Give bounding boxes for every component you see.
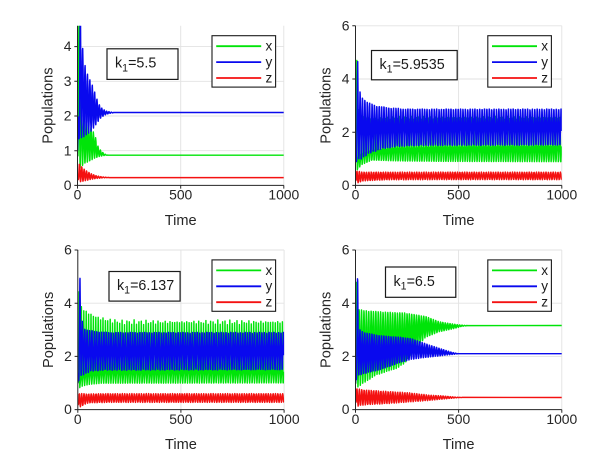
svg-text:k1=6.5: k1=6.5 [394, 274, 435, 293]
svg-text:0: 0 [352, 187, 360, 203]
svg-text:1000: 1000 [546, 187, 577, 203]
svg-text:y: y [266, 279, 273, 294]
svg-text:1000: 1000 [269, 411, 300, 427]
svg-text:x: x [266, 39, 273, 54]
svg-text:1000: 1000 [268, 187, 299, 203]
svg-text:Time: Time [165, 437, 197, 453]
svg-text:2: 2 [342, 124, 350, 140]
svg-text:0: 0 [74, 187, 82, 203]
svg-text:4: 4 [342, 295, 350, 311]
svg-text:4: 4 [342, 71, 350, 87]
svg-text:500: 500 [169, 411, 192, 427]
svg-text:1: 1 [64, 142, 72, 158]
svg-text:2: 2 [342, 348, 350, 364]
svg-text:3: 3 [64, 73, 72, 89]
svg-text:0: 0 [64, 401, 72, 417]
svg-text:Populations: Populations [319, 67, 335, 143]
svg-text:1000: 1000 [546, 411, 577, 427]
svg-text:z: z [541, 295, 548, 310]
svg-text:x: x [541, 263, 548, 278]
svg-text:Populations: Populations [41, 67, 57, 143]
svg-text:0: 0 [64, 177, 72, 193]
svg-text:x: x [266, 263, 273, 278]
svg-text:500: 500 [447, 187, 470, 203]
svg-text:y: y [266, 55, 273, 70]
svg-text:y: y [541, 55, 548, 70]
svg-text:4: 4 [64, 38, 72, 54]
svg-text:0: 0 [352, 411, 360, 427]
svg-text:2: 2 [64, 348, 72, 364]
svg-text:y: y [541, 279, 548, 294]
svg-text:Populations: Populations [319, 292, 335, 368]
svg-text:k1=5.9535: k1=5.9535 [380, 57, 445, 76]
svg-text:6: 6 [342, 242, 350, 258]
svg-text:Populations: Populations [41, 292, 57, 368]
svg-text:Time: Time [443, 213, 475, 229]
svg-text:z: z [541, 70, 548, 85]
svg-text:2: 2 [64, 108, 72, 124]
svg-text:500: 500 [169, 187, 192, 203]
svg-text:0: 0 [342, 177, 350, 193]
svg-text:0: 0 [74, 411, 82, 427]
svg-text:Time: Time [443, 437, 475, 453]
svg-text:x: x [541, 39, 548, 54]
svg-text:6: 6 [64, 242, 72, 258]
svg-text:z: z [266, 295, 273, 310]
svg-text:k1=6.137: k1=6.137 [117, 278, 174, 297]
svg-text:4: 4 [64, 295, 72, 311]
svg-text:z: z [266, 70, 273, 85]
svg-text:500: 500 [447, 411, 470, 427]
svg-text:k1=5.5: k1=5.5 [115, 56, 156, 75]
svg-text:0: 0 [342, 401, 350, 417]
svg-text:Time: Time [165, 213, 197, 229]
svg-text:6: 6 [342, 17, 350, 33]
